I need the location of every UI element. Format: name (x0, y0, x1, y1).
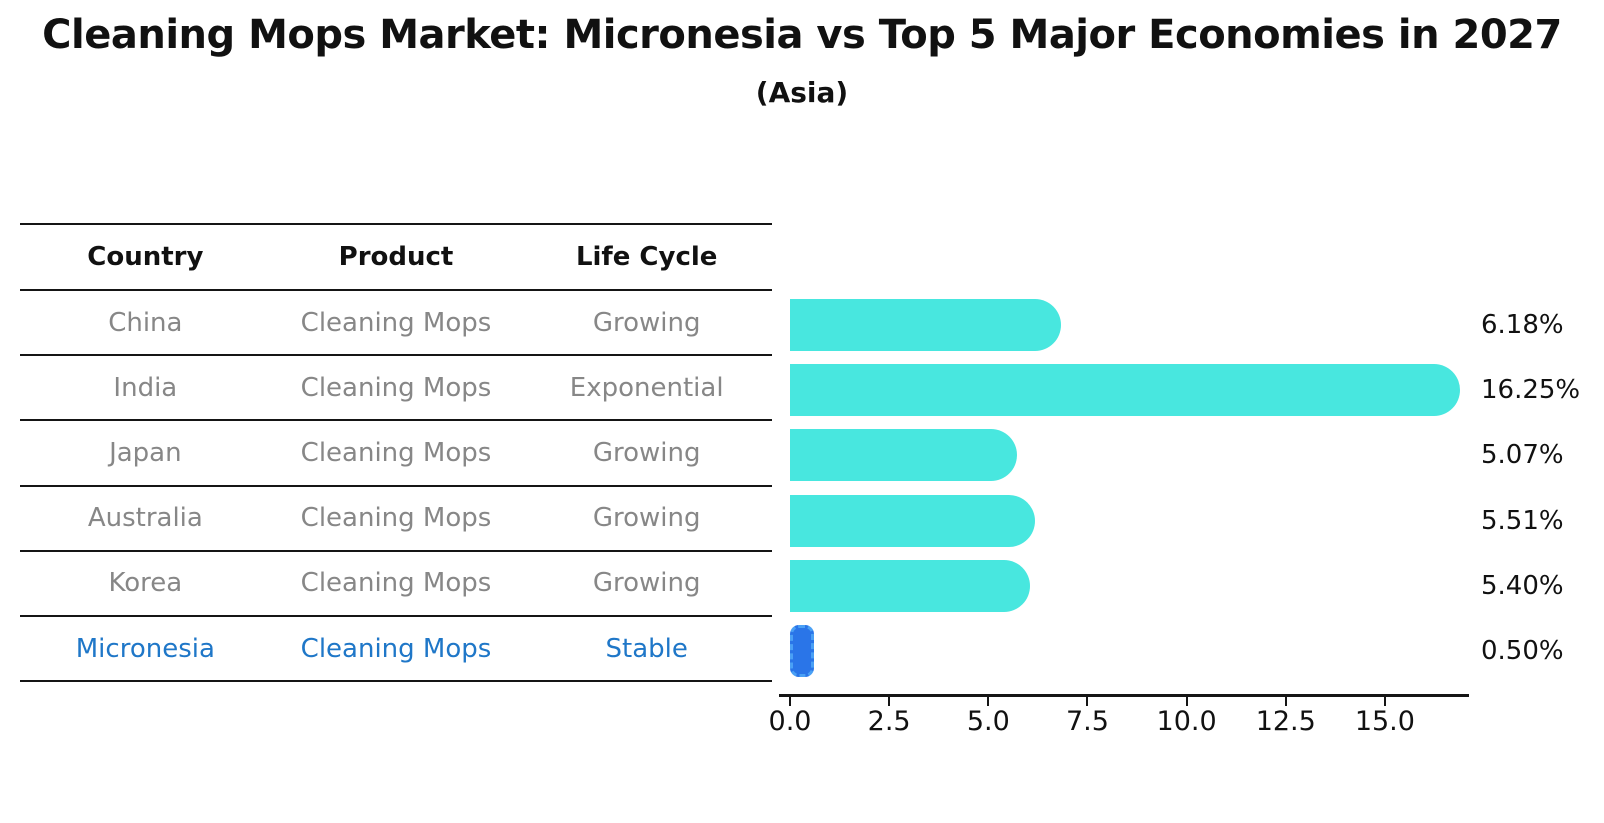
table-row-korea: Korea Cleaning Mops Growing (20, 552, 772, 617)
table-body: China Cleaning Mops Growing India Cleaning M… (20, 291, 772, 683)
table-row-japan: Japan Cleaning Mops Growing (20, 421, 772, 487)
table-cell-country: India (113, 372, 178, 403)
table-cell-life-cycle: Growing (592, 437, 701, 468)
bar-india (790, 364, 1461, 417)
table-cell-life-cycle: Stable (605, 633, 688, 664)
table-cell-product: Cleaning Mops (300, 372, 492, 403)
table-row-china: China Cleaning Mops Growing (20, 291, 772, 357)
bar-korea (790, 559, 1031, 612)
x-tick-label: 2.5 (867, 706, 911, 737)
table-header-country: Country (87, 242, 204, 272)
x-tick-label: 0.0 (768, 706, 812, 737)
table-row-micronesia: Micronesia Cleaning Mops Stable (20, 617, 772, 683)
x-tick (987, 696, 990, 706)
table-cell-life-cycle: Growing (592, 568, 701, 599)
table-header-product: Product (338, 242, 454, 272)
table-cell-country: Micronesia (75, 633, 215, 664)
bar-value-label-china: 6.18% (1481, 310, 1564, 340)
table-cell-life-cycle: Growing (592, 503, 701, 534)
x-tick (1284, 696, 1287, 706)
table-cell-life-cycle: Growing (592, 307, 701, 338)
table-header-life-cycle: Life Cycle (575, 242, 718, 272)
x-axis-line (779, 694, 1469, 697)
x-tick (1086, 696, 1089, 706)
table-row-australia: Australia Cleaning Mops Growing (20, 487, 772, 552)
table-cell-life-cycle: Exponential (569, 372, 724, 403)
table-cell-product: Cleaning Mops (300, 568, 492, 599)
x-tick (1185, 696, 1188, 706)
bar-china (790, 299, 1062, 351)
table-row-india: India Cleaning Mops Exponential (20, 356, 772, 422)
x-tick (888, 696, 891, 706)
x-tick (789, 696, 791, 706)
x-tick-label: 5.0 (966, 706, 1010, 737)
bar-japan (790, 429, 1018, 482)
x-tick-label: 12.5 (1255, 706, 1316, 737)
table-cell-product: Cleaning Mops (300, 633, 492, 664)
x-tick-label: 10.0 (1156, 706, 1217, 737)
x-tick (1383, 696, 1386, 706)
table-cell-country: Japan (109, 437, 182, 468)
x-tick-label: 7.5 (1065, 706, 1109, 737)
bar-value-label-india: 16.25% (1481, 375, 1581, 406)
x-tick-label: 15.0 (1354, 706, 1415, 737)
chart-title: Cleaning Mops Market: Micronesia vs Top … (42, 12, 1562, 58)
table-cell-country: China (108, 307, 183, 338)
bar-value-label-korea: 5.40% (1481, 570, 1564, 601)
bar-value-label-japan: 5.07% (1481, 440, 1564, 471)
table-cell-product: Cleaning Mops (300, 503, 492, 534)
bar-australia (790, 494, 1035, 547)
table-cell-country: Korea (108, 568, 183, 599)
table-cell-product: Cleaning Mops (300, 437, 492, 468)
chart-subtitle: (Asia) (755, 76, 849, 109)
summary-table: Country Product Life Cycle China Cleaning… (20, 223, 772, 683)
table-cell-product: Cleaning Mops (300, 307, 492, 338)
bar-value-label-australia: 5.51% (1481, 505, 1564, 536)
table-header-row: Country Product Life Cycle (20, 225, 772, 291)
bar-micronesia (790, 625, 814, 677)
bar-value-label-micronesia: 0.50% (1481, 636, 1564, 666)
table-cell-country: Australia (87, 503, 203, 534)
